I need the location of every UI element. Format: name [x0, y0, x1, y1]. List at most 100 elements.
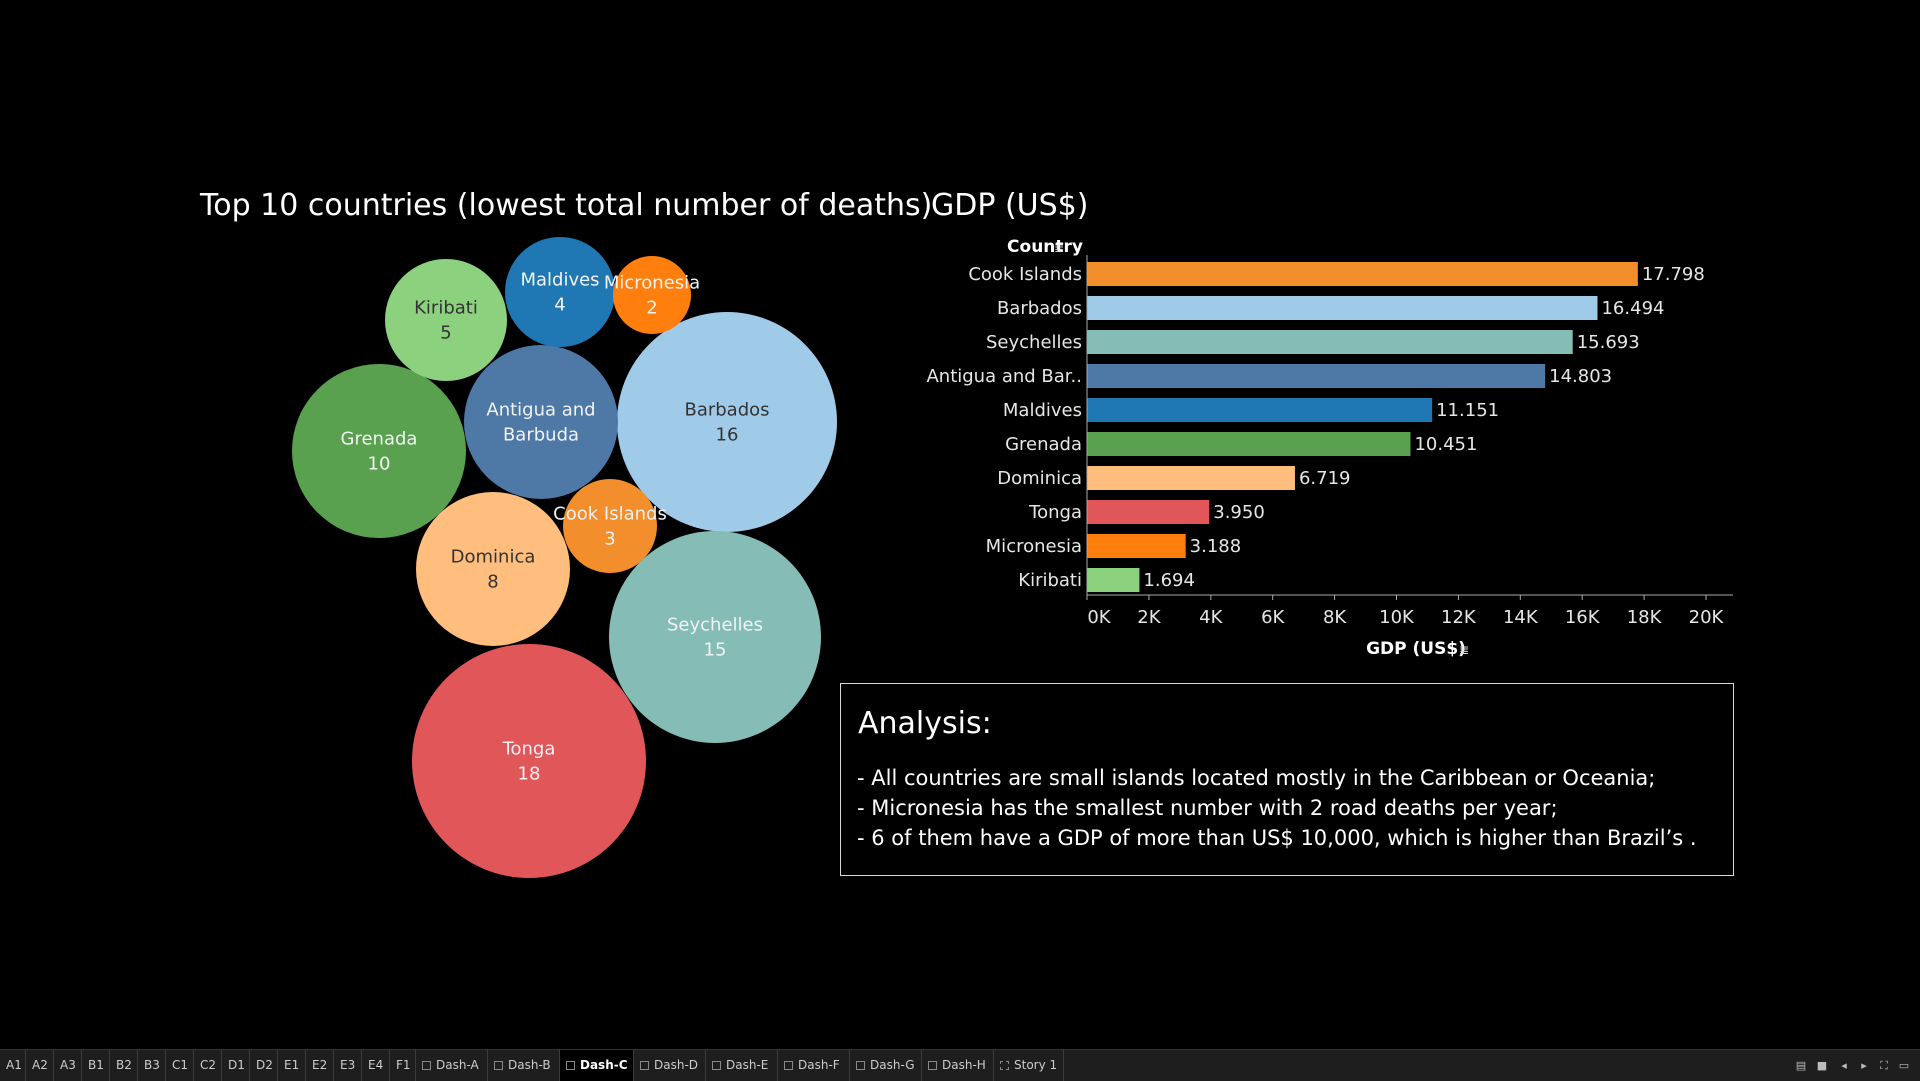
- bubble-label-grenada: Grenada: [341, 429, 418, 450]
- bar-0[interactable]: [1087, 262, 1638, 286]
- tab-dash-a[interactable]: Dash-A: [416, 1050, 488, 1081]
- tab-a3[interactable]: A3: [54, 1050, 82, 1081]
- bubble-barbados[interactable]: [617, 312, 837, 532]
- show-filmstrip-icon[interactable]: ■: [1816, 1059, 1828, 1072]
- tab-b2[interactable]: B2: [110, 1050, 138, 1081]
- previous-sheet-icon[interactable]: ◂: [1841, 1059, 1847, 1072]
- dashboard-icon: [784, 1061, 793, 1070]
- tab-dash-b[interactable]: Dash-B: [488, 1050, 560, 1081]
- bar-value-label: 11.151: [1436, 400, 1499, 421]
- dashboard-icon: [712, 1061, 721, 1070]
- tab-a1[interactable]: A1: [0, 1050, 26, 1081]
- bar-6[interactable]: [1087, 466, 1295, 490]
- x-tick-label: 10K: [1379, 607, 1415, 628]
- tab-dash-f[interactable]: Dash-F: [778, 1050, 850, 1081]
- tab-b1[interactable]: B1: [82, 1050, 110, 1081]
- bar-chart-title: GDP (US$): [931, 188, 1089, 223]
- bar-7[interactable]: [1087, 500, 1210, 524]
- tab-label: E4: [368, 1058, 384, 1072]
- bar-4[interactable]: [1087, 398, 1433, 422]
- bubble-micronesia[interactable]: [613, 256, 691, 334]
- next-sheet-icon[interactable]: ▸: [1861, 1059, 1867, 1072]
- tab-label: B2: [116, 1058, 132, 1072]
- bar-5[interactable]: [1087, 432, 1411, 456]
- tab-d2[interactable]: D2: [250, 1050, 278, 1081]
- bar-2[interactable]: [1087, 330, 1573, 354]
- tab-label: E2: [312, 1058, 328, 1072]
- tab-a2[interactable]: A2: [26, 1050, 54, 1081]
- tab-dash-g[interactable]: Dash-G: [850, 1050, 922, 1081]
- bubble-label-antigua-and-barbuda: Antigua and: [486, 400, 595, 421]
- bubble-cook-islands[interactable]: [563, 479, 657, 573]
- tab-dash-e[interactable]: Dash-E: [706, 1050, 778, 1081]
- fullscreen-icon[interactable]: ⛶: [1880, 1059, 1888, 1072]
- tab-label: Dash-H: [942, 1058, 986, 1072]
- tab-label: Dash-D: [654, 1058, 699, 1072]
- tab-label: Dash-B: [508, 1058, 551, 1072]
- tab-label: B1: [88, 1058, 104, 1072]
- bar-category-label: Kiribati: [1018, 570, 1082, 591]
- tab-dash-c[interactable]: Dash-C: [560, 1050, 634, 1081]
- tab-label: Dash-F: [798, 1058, 840, 1072]
- bar-3[interactable]: [1087, 364, 1546, 388]
- bubble-grenada[interactable]: [292, 364, 466, 538]
- bubble-label-maldives: Maldives: [520, 270, 599, 291]
- bubble-kiribati[interactable]: [385, 259, 507, 381]
- tab-d1[interactable]: D1: [222, 1050, 250, 1081]
- bubble-antigua-and-barbuda[interactable]: [464, 345, 618, 499]
- bar-category-label: Antigua and Bar..: [926, 366, 1082, 387]
- tab-label: A2: [32, 1058, 48, 1072]
- bubble-maldives[interactable]: [505, 237, 615, 347]
- bar-8[interactable]: [1087, 534, 1186, 558]
- presentation-mode-icon[interactable]: ▭: [1898, 1059, 1910, 1072]
- bar-category-label: Grenada: [1005, 434, 1082, 455]
- x-axis-title[interactable]: GDP (US$): [1366, 639, 1466, 659]
- bubble-value-cook-islands: 3: [604, 529, 615, 550]
- tab-e4[interactable]: E4: [362, 1050, 390, 1081]
- tab-story-1[interactable]: Story 1: [994, 1050, 1064, 1081]
- bubble-value-barbados: 16: [716, 425, 739, 446]
- bar-value-label: 1.694: [1143, 570, 1195, 591]
- show-tabs-icon[interactable]: ▤: [1795, 1059, 1807, 1072]
- bar-9[interactable]: [1087, 568, 1140, 592]
- tab-label: D2: [256, 1058, 273, 1072]
- bar-1[interactable]: [1087, 296, 1598, 320]
- analysis-line-3: - 6 of them have a GDP of more than US$ …: [857, 826, 1697, 850]
- sort-icon[interactable]: ≣: [1054, 241, 1064, 255]
- bubble-value-tonga: 18: [518, 764, 541, 785]
- tab-b3[interactable]: B3: [138, 1050, 166, 1081]
- x-tick-label: 14K: [1503, 607, 1539, 628]
- sort-icon[interactable]: ≣: [1459, 643, 1469, 657]
- country-header[interactable]: Country: [1007, 237, 1083, 257]
- tab-label: A3: [60, 1058, 76, 1072]
- bubble-label-dominica: Dominica: [451, 547, 536, 568]
- bubble-chart-title: Top 10 countries (lowest total number of…: [200, 188, 933, 223]
- bubble-value-micronesia: 2: [646, 298, 657, 319]
- bubble-label-cook-islands: Cook Islands: [553, 504, 667, 525]
- bubble-value-grenada: 10: [368, 454, 391, 475]
- bar-value-label: 17.798: [1642, 264, 1705, 285]
- sheet-tab-bar: A1 A2 A3 B1 B2 B3 C1 C2 D1 D2 E1 E2 E3 E4 F1 Dash-A Dash…: [0, 1049, 1920, 1081]
- x-tick-label: 18K: [1627, 607, 1663, 628]
- bubble-dominica[interactable]: [416, 492, 570, 646]
- tab-c1[interactable]: C1: [166, 1050, 194, 1081]
- x-tick-label: 12K: [1441, 607, 1477, 628]
- x-tick-label: 16K: [1565, 607, 1601, 628]
- x-tick-label: 2K: [1137, 607, 1161, 628]
- tab-dash-h[interactable]: Dash-H: [922, 1050, 994, 1081]
- bar-value-label: 15.693: [1577, 332, 1640, 353]
- bubble-seychelles[interactable]: [609, 531, 821, 743]
- tab-dash-d[interactable]: Dash-D: [634, 1050, 706, 1081]
- tab-e3[interactable]: E3: [334, 1050, 362, 1081]
- tab-e2[interactable]: E2: [306, 1050, 334, 1081]
- tab-e1[interactable]: E1: [278, 1050, 306, 1081]
- bar-category-label: Barbados: [997, 298, 1082, 319]
- bubble-label-tonga: Tonga: [502, 739, 556, 760]
- bubble-value-seychelles: 15: [704, 640, 727, 661]
- tab-c2[interactable]: C2: [194, 1050, 222, 1081]
- tab-label: D1: [228, 1058, 245, 1072]
- tab-f1[interactable]: F1: [390, 1050, 416, 1081]
- bar-value-label: 3.950: [1213, 502, 1265, 523]
- bubble-tonga[interactable]: [412, 644, 646, 878]
